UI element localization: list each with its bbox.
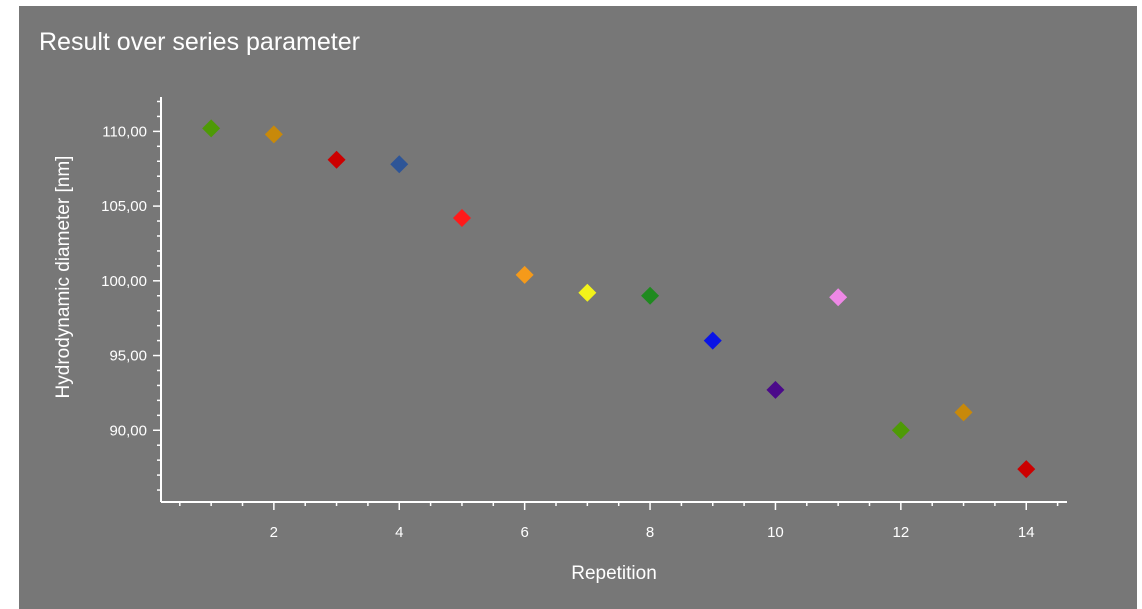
x-tick-label: 14 — [1018, 524, 1035, 541]
x-tick-label: 2 — [270, 524, 278, 541]
x-tick-label: 6 — [520, 524, 528, 541]
y-tick-label: 90,00 — [109, 422, 147, 439]
y-tick-labels: 90,00 95,00 100,00 105,00 110,00 — [101, 123, 147, 439]
data-point — [452, 209, 471, 228]
data-point — [1017, 460, 1036, 479]
x-tick-labels: 2 4 6 8 10 12 14 — [270, 524, 1035, 541]
data-point — [264, 125, 283, 144]
data-point — [891, 421, 910, 440]
x-tick-label: 4 — [395, 524, 403, 541]
data-point — [766, 380, 785, 399]
chart-title: Result over series parameter — [39, 28, 360, 56]
data-point — [327, 150, 346, 169]
data-point — [515, 265, 534, 284]
y-tick-label: 110,00 — [102, 123, 147, 140]
x-tick-label: 12 — [893, 524, 910, 541]
y-axis-title: Hydrodynamic diameter [nm] — [53, 156, 74, 399]
major-ticks — [153, 130, 1027, 510]
x-tick-label: 10 — [767, 524, 784, 541]
data-point — [202, 119, 221, 138]
data-point — [641, 286, 660, 305]
x-tick-label: 8 — [646, 524, 654, 541]
chart-panel — [19, 6, 1137, 609]
minor-ticks — [157, 100, 1059, 506]
data-point — [703, 331, 722, 350]
data-point — [578, 283, 597, 302]
y-tick-label: 100,00 — [101, 273, 147, 290]
y-tick-label: 95,00 — [109, 348, 147, 365]
x-axis-title: Repetition — [571, 563, 657, 584]
data-points — [202, 119, 1036, 479]
data-point — [390, 155, 409, 174]
data-point — [829, 288, 848, 307]
y-tick-label: 105,00 — [101, 198, 147, 215]
data-point — [954, 403, 973, 422]
